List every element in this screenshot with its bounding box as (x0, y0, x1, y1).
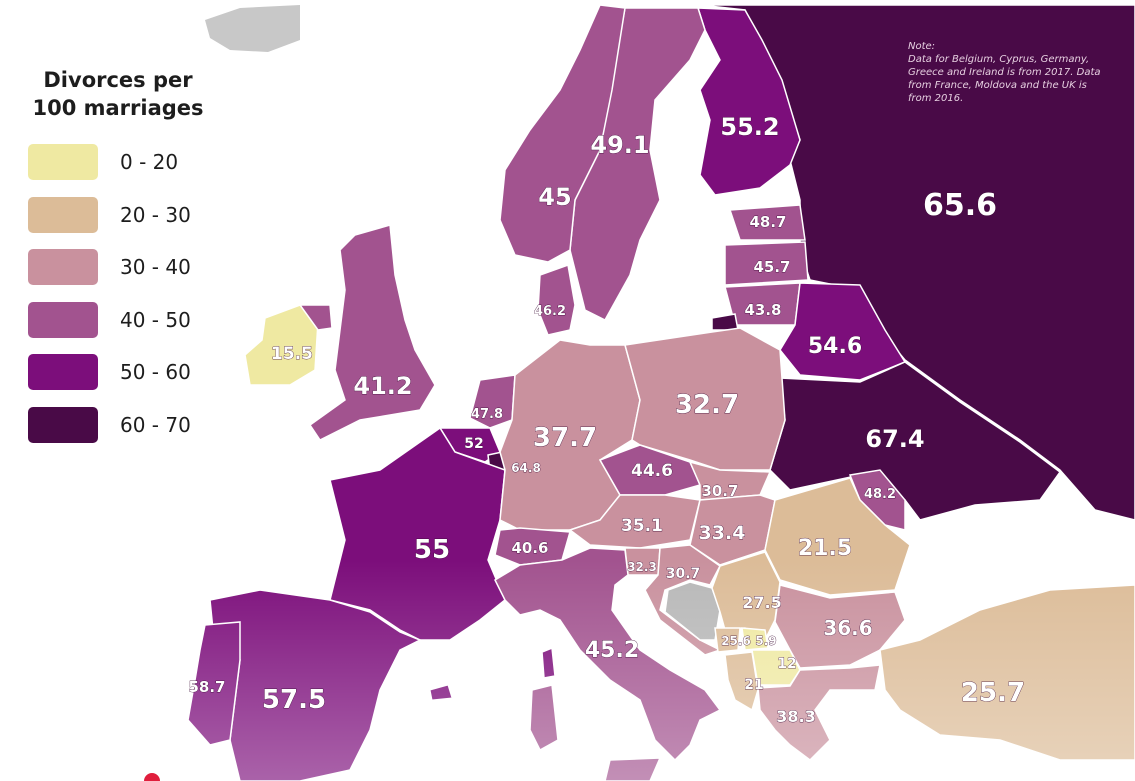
legend-item: 60 - 70 (28, 399, 208, 452)
legend-label: 50 - 60 (120, 360, 191, 385)
legend-title-line2: 100 marriages (32, 96, 204, 120)
label-luxembourg: 64.8 (511, 461, 541, 475)
data-note: Note: Data for Belgium, Cyprus, Germany,… (908, 40, 1108, 105)
region-ukraine (769, 361, 1062, 521)
region-northern-ireland (298, 304, 333, 331)
label-italy: 45.2 (585, 638, 639, 663)
label-slovenia: 32.3 (627, 560, 657, 574)
label-estonia: 48.7 (749, 213, 786, 231)
legend-title: Divorces per 100 marriages (28, 66, 208, 122)
legend-label: 0 - 20 (120, 150, 179, 175)
label-sweden: 49.1 (590, 131, 649, 159)
label-north-macedonia: 12 (777, 656, 796, 672)
label-moldova: 48.2 (864, 487, 896, 502)
label-croatia: 30.7 (666, 566, 701, 582)
region-estonia (728, 204, 806, 241)
legend-swatch (28, 354, 98, 391)
label-uk: 41.2 (353, 372, 412, 400)
legend: Divorces per 100 marriages 0 - 20 20 - 3… (28, 66, 208, 451)
label-belgium: 52 (464, 436, 483, 452)
legend-label: 60 - 70 (120, 412, 191, 437)
region-finland (696, 7, 801, 196)
label-russia: 65.6 (923, 188, 997, 223)
label-lithuania: 43.8 (744, 301, 781, 319)
label-ireland: 15.5 (271, 344, 313, 364)
legend-swatch (28, 301, 98, 338)
legend-swatch (28, 249, 98, 286)
legend-item: 40 - 50 (28, 294, 208, 347)
region-denmark (537, 263, 576, 336)
label-slovakia: 30.7 (701, 482, 738, 500)
region-norway (499, 4, 626, 263)
legend-title-line1: Divorces per (43, 68, 193, 92)
region-netherlands (469, 374, 516, 429)
label-bulgaria: 36.6 (823, 616, 872, 640)
legend-swatch (28, 406, 98, 443)
region-belarus (779, 282, 907, 381)
legend-item: 30 - 40 (28, 241, 208, 294)
label-romania: 21.5 (798, 536, 852, 561)
note-text: Data for Belgium, Cyprus, Germany, Greec… (908, 54, 1101, 104)
label-albania: 21 (744, 677, 763, 693)
label-france: 55 (414, 535, 450, 565)
label-spain: 57.5 (262, 685, 326, 715)
label-netherlands: 47.8 (471, 407, 503, 422)
label-austria: 35.1 (621, 516, 663, 536)
label-turkey: 25.7 (961, 678, 1025, 708)
region-uk (308, 224, 436, 441)
label-czechia: 44.6 (631, 461, 673, 481)
label-germany: 37.7 (533, 423, 597, 453)
label-latvia: 45.7 (753, 258, 790, 276)
label-montenegro: 25.6 (721, 634, 751, 648)
red-dot-icon (144, 773, 160, 781)
label-greece: 38.3 (776, 707, 815, 726)
legend-label: 20 - 30 (120, 202, 191, 227)
label-kosovo: 5.9 (755, 634, 776, 648)
legend-swatch (28, 144, 98, 181)
region-latvia (724, 241, 809, 286)
legend-item: 50 - 60 (28, 346, 208, 399)
label-belarus: 54.6 (808, 334, 862, 359)
legend-swatch (28, 196, 98, 233)
legend-item: 0 - 20 (28, 136, 208, 189)
legend-label: 40 - 50 (120, 307, 191, 332)
label-switzerland: 40.6 (511, 539, 548, 557)
label-hungary: 33.4 (699, 522, 746, 544)
note-heading: Note: (908, 41, 936, 52)
region-nodata-north (205, 5, 300, 52)
label-norway: 45 (538, 183, 571, 211)
label-denmark: 46.2 (534, 304, 566, 319)
label-serbia: 27.5 (742, 593, 781, 612)
legend-label: 30 - 40 (120, 255, 191, 280)
label-portugal: 58.7 (188, 678, 225, 696)
label-poland: 32.7 (675, 390, 739, 420)
legend-item: 20 - 30 (28, 189, 208, 242)
region-poland (624, 327, 786, 471)
label-ukraine: 67.4 (865, 425, 924, 453)
label-finland: 55.2 (720, 113, 779, 141)
